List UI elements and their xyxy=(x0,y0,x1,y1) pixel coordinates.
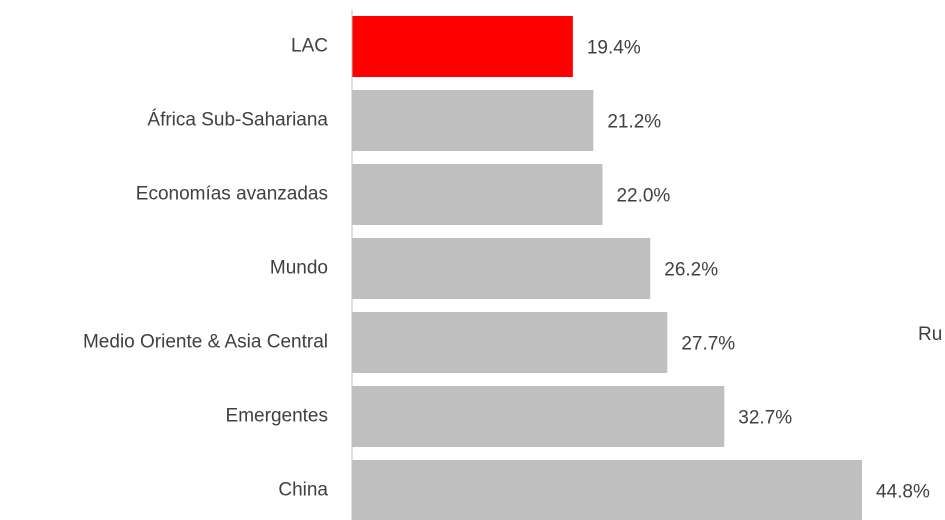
category-label: LAC xyxy=(291,36,328,57)
bar xyxy=(352,90,594,151)
value-label: 22.0% xyxy=(616,186,670,207)
value-label: 27.7% xyxy=(681,334,735,355)
value-label: 26.2% xyxy=(664,260,718,281)
bar xyxy=(352,460,862,520)
bar xyxy=(352,312,668,373)
value-label: 44.8% xyxy=(876,482,930,503)
value-label: 19.4% xyxy=(587,38,641,59)
category-label: China xyxy=(278,480,328,501)
category-label: Medio Oriente & Asia Central xyxy=(83,332,328,353)
value-label: 32.7% xyxy=(738,408,792,429)
bar xyxy=(352,238,651,299)
category-label: Economías avanzadas xyxy=(136,184,328,205)
category-label: Emergentes xyxy=(226,406,328,427)
category-label: Mundo xyxy=(270,258,328,279)
bar xyxy=(352,386,725,447)
annotation: Ru xyxy=(918,324,942,345)
bar xyxy=(352,16,573,77)
value-label: 21.2% xyxy=(607,112,661,133)
category-label: África Sub-Sahariana xyxy=(147,110,328,131)
bar xyxy=(352,164,603,225)
